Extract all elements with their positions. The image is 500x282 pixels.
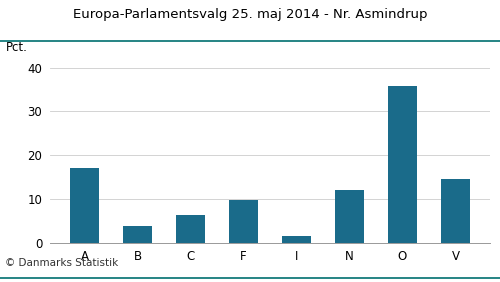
Bar <box>441 179 470 243</box>
Bar <box>176 215 205 243</box>
Text: Pct.: Pct. <box>6 41 28 54</box>
Bar <box>388 87 417 243</box>
Bar <box>335 190 364 243</box>
Text: Europa-Parlamentsvalg 25. maj 2014 - Nr. Asmindrup: Europa-Parlamentsvalg 25. maj 2014 - Nr.… <box>73 8 427 21</box>
Text: © Danmarks Statistik: © Danmarks Statistik <box>5 258 118 268</box>
Bar <box>70 168 99 243</box>
Bar <box>123 226 152 243</box>
Bar <box>229 200 258 243</box>
Bar <box>282 236 311 243</box>
